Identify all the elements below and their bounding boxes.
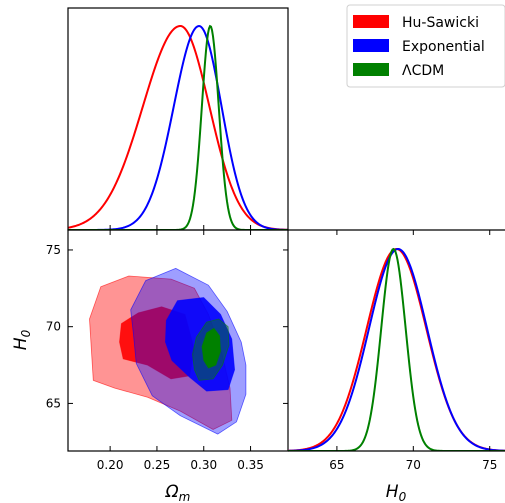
- legend-label: Exponential: [402, 39, 485, 55]
- omega-marginal-frame: [67, 7, 289, 231]
- omega-marginal-panel: [67, 7, 289, 231]
- h0-marginal-curve-2: [288, 247, 505, 451]
- x-axis-label-h0-symbol: H: [386, 482, 399, 502]
- h0-tick-label: 75: [46, 243, 61, 257]
- omega-marginal-curve-2: [68, 24, 288, 230]
- h0-bottom-tick-label: 70: [406, 458, 421, 472]
- h0-curves: [288, 247, 505, 451]
- joint-contour-panel: 0.20 0.25 0.30 0.35 65 70 75: [46, 229, 289, 472]
- omega-marginal-curve-0: [68, 25, 288, 230]
- legend-label: Hu-Sawicki: [402, 15, 479, 31]
- x-axis-label-omega-subscript: m: [179, 490, 191, 503]
- omega-tick-label: 0.20: [97, 458, 124, 472]
- legend-swatch-0: [353, 15, 389, 28]
- x-axis-label-h0: H0: [386, 482, 407, 503]
- y-axis-label-h0-subscript: 0: [19, 329, 33, 337]
- omega-tick-label: 0.30: [190, 458, 217, 472]
- legend: Hu-Sawicki Exponential ΛCDM: [346, 4, 505, 88]
- legend-label: ΛCDM: [402, 63, 444, 79]
- y-axis-label-h0-symbol: H: [11, 337, 31, 350]
- joint-frame: [67, 229, 289, 452]
- y-axis-label-h0: H0: [11, 329, 33, 350]
- omega-marginal-curve-1: [68, 24, 288, 230]
- contour-cdm-68: [201, 327, 222, 369]
- h0-tick-label: 70: [46, 320, 61, 334]
- h0-bottom-tick-label: 65: [329, 458, 344, 472]
- h0-tick-label: 65: [46, 396, 61, 410]
- omega-curves: [68, 24, 288, 230]
- contour-group: [89, 267, 247, 435]
- legend-swatch-2: [353, 63, 389, 76]
- contour-exponential-68: [164, 297, 236, 392]
- omega-tick-label: 0.35: [237, 458, 264, 472]
- h0-bottom-tick-label: 75: [482, 458, 497, 472]
- x-axis-label-h0-subscript: 0: [399, 490, 407, 503]
- x-axis-label-omega-symbol: Ω: [165, 482, 179, 502]
- legend-swatch-1: [353, 39, 389, 52]
- h0-marginal-panel: 65 70 75: [288, 229, 505, 472]
- h0-marginal-curve-0: [288, 247, 505, 451]
- omega-tick-label: 0.25: [144, 458, 171, 472]
- x-axis-label-omega: Ωm: [165, 482, 191, 503]
- h0-marginal-curve-1: [288, 248, 505, 451]
